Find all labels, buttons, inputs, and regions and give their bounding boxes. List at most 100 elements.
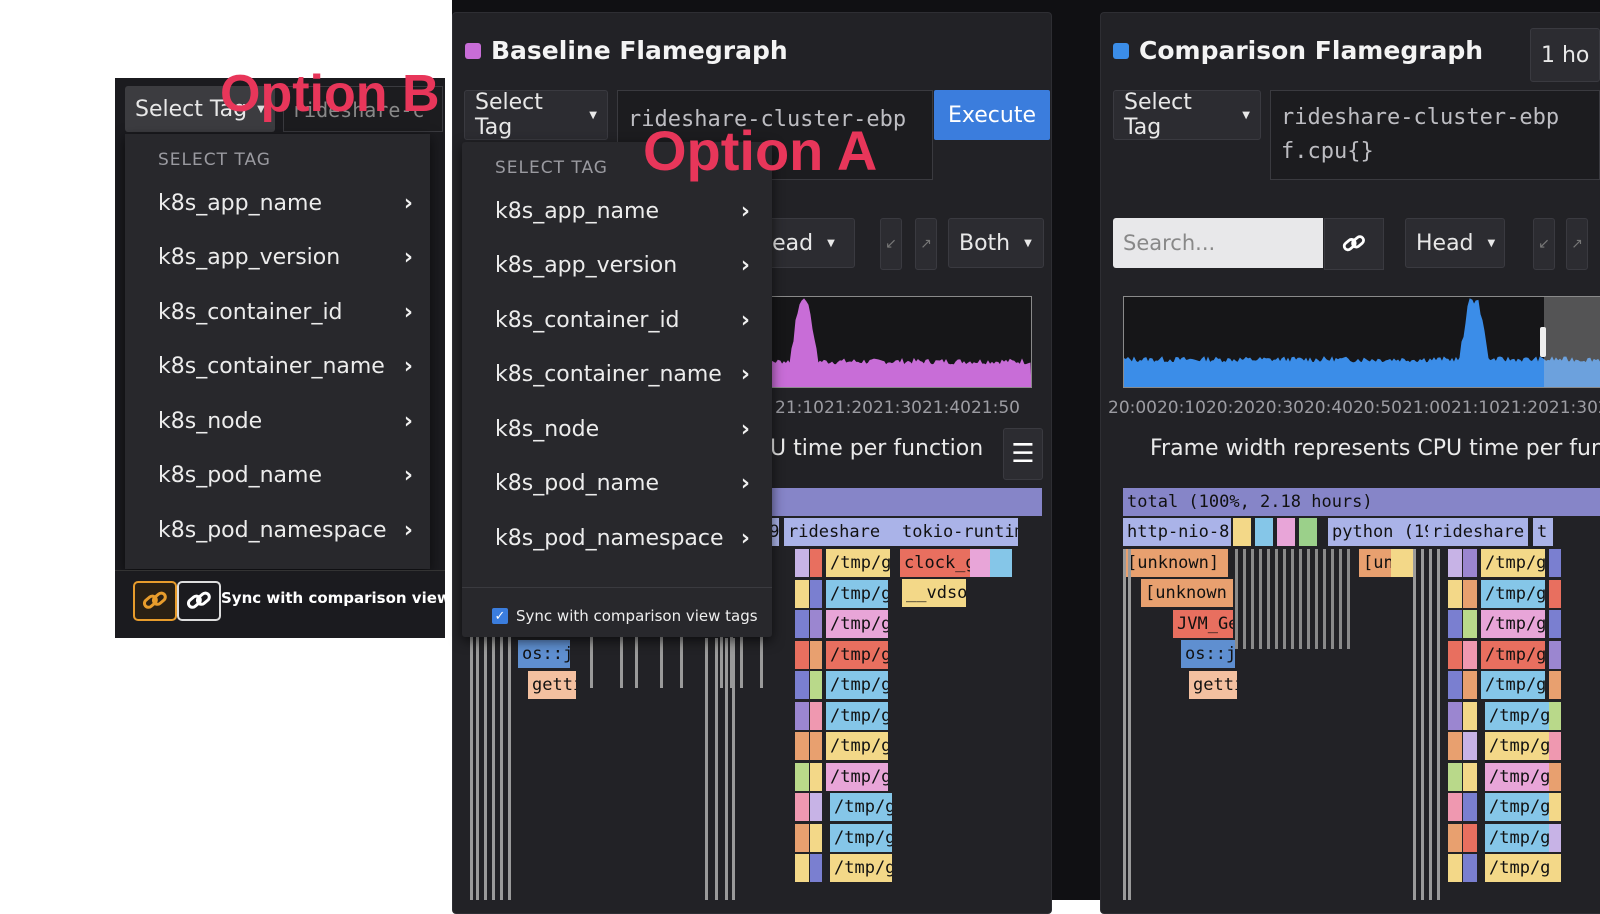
- flame-frame[interactable]: [1463, 610, 1477, 638]
- flame-frame[interactable]: /tmp/g: [830, 823, 892, 852]
- flame-frame[interactable]: [1463, 732, 1477, 760]
- flame-frame[interactable]: [1463, 640, 1477, 669]
- flame-frame[interactable]: [810, 762, 822, 791]
- flame-frame[interactable]: [810, 854, 822, 882]
- flame-frame[interactable]: [1448, 762, 1462, 791]
- flame-total-row[interactable]: total (100%, 2.18 hours): [1123, 488, 1600, 516]
- flame-frame[interactable]: [1549, 793, 1561, 821]
- flame-frame[interactable]: [795, 579, 809, 608]
- flame-frame[interactable]: /tmp/g: [826, 762, 888, 791]
- flame-frame[interactable]: [1448, 610, 1462, 638]
- flame-frame[interactable]: [1463, 823, 1477, 852]
- flame-frame[interactable]: [1448, 549, 1462, 577]
- flame-frame[interactable]: /tmp/g: [830, 854, 892, 882]
- head-dropdown[interactable]: Head ▼: [1405, 218, 1505, 268]
- tag-menu-item-k8s-app-version[interactable]: k8s_app_version ›: [495, 249, 750, 283]
- flame-frame[interactable]: __vdso: [902, 579, 966, 607]
- flame-frame[interactable]: [1448, 793, 1462, 821]
- link-icon[interactable]: [1324, 218, 1384, 270]
- flame-frame[interactable]: [1549, 610, 1561, 638]
- flame-frame[interactable]: [1549, 701, 1561, 730]
- tag-menu-item-k8s-app-name[interactable]: k8s_app_name ›: [158, 186, 413, 220]
- baseline-select-tag-button[interactable]: Select Tag ▼: [464, 90, 608, 140]
- flame-frame[interactable]: [1448, 732, 1462, 760]
- flame-frame[interactable]: /tmp/g: [1485, 793, 1549, 821]
- flame-frame[interactable]: /tmp/go: [1481, 640, 1545, 669]
- flame-frame[interactable]: [810, 701, 822, 730]
- flame-frame[interactable]: [1448, 671, 1462, 699]
- query-input[interactable]: rideshare-c: [283, 86, 443, 132]
- flame-frame[interactable]: [810, 793, 822, 821]
- flame-frame[interactable]: [1549, 854, 1561, 882]
- flame-frame[interactable]: [1448, 701, 1462, 730]
- flame-frame[interactable]: /tmp/g: [1485, 732, 1549, 760]
- flame-frame[interactable]: [1448, 823, 1462, 852]
- link-icon[interactable]: [177, 581, 221, 621]
- flame-frame[interactable]: /tmp/go: [1481, 579, 1545, 608]
- flame-frame[interactable]: [1463, 579, 1477, 608]
- flame-frame[interactable]: /tmp/g: [830, 793, 892, 821]
- flame-frame[interactable]: /tmp/g: [826, 579, 888, 608]
- flame-frame[interactable]: [1463, 854, 1477, 882]
- flame-frame[interactable]: [795, 549, 809, 577]
- flame-frame[interactable]: /tmp/go: [1481, 549, 1545, 577]
- flame-frame[interactable]: tokio-runtim: [898, 518, 1018, 546]
- flame-frame[interactable]: [810, 823, 822, 852]
- flame-frame[interactable]: [1463, 701, 1477, 730]
- flame-frame[interactable]: clock_g: [900, 549, 970, 577]
- flame-frame[interactable]: os::j: [1181, 640, 1235, 668]
- tag-menu-item-k8s-node[interactable]: k8s_node ›: [495, 412, 750, 446]
- flame-frame[interactable]: /tmp/g: [1485, 854, 1549, 882]
- flame-frame[interactable]: [1233, 518, 1251, 546]
- flame-frame[interactable]: [unknown: [1141, 579, 1233, 607]
- search-input[interactable]: Search...: [1113, 218, 1323, 268]
- flame-frame[interactable]: [1448, 854, 1462, 882]
- flame-frame[interactable]: [1549, 671, 1561, 699]
- flame-frame[interactable]: [810, 732, 822, 760]
- flame-frame[interactable]: /tmp/g: [826, 610, 888, 638]
- flame-frame[interactable]: [1549, 823, 1561, 852]
- checkbox-checked-icon[interactable]: ✓: [492, 608, 508, 624]
- sync-checkbox-row[interactable]: ✓ Sync with comparison view tags: [492, 607, 758, 625]
- flame-frame[interactable]: /tmp/g: [826, 732, 888, 760]
- flame-frame[interactable]: [1549, 732, 1561, 760]
- flame-frame[interactable]: /tmp/go: [1481, 610, 1545, 638]
- flame-frame[interactable]: [1549, 640, 1561, 669]
- flame-frame[interactable]: /tmp/g: [1485, 823, 1549, 852]
- flame-frame[interactable]: [1463, 762, 1477, 791]
- tag-menu-item-k8s-container-name[interactable]: k8s_container_name ›: [495, 358, 750, 392]
- link-icon-active[interactable]: [133, 581, 177, 621]
- selection-handle[interactable]: [1540, 327, 1546, 357]
- tag-menu-item-k8s-node[interactable]: k8s_node ›: [158, 404, 413, 438]
- sync-right-button[interactable]: ↗: [1566, 218, 1588, 270]
- sync-left-button[interactable]: ↙: [1533, 218, 1555, 270]
- flame-frame[interactable]: [795, 823, 809, 852]
- tag-menu-item-k8s-app-name[interactable]: k8s_app_name ›: [495, 194, 750, 228]
- flame-frame[interactable]: [un: [1359, 549, 1391, 577]
- execute-button[interactable]: Execute: [934, 90, 1050, 140]
- flame-frame[interactable]: [1463, 793, 1477, 821]
- flame-frame[interactable]: [795, 732, 809, 760]
- flame-frame[interactable]: /tmp/g: [826, 701, 888, 730]
- flame-frame[interactable]: [1448, 640, 1462, 669]
- flame-frame[interactable]: /tmp/go: [1481, 671, 1545, 699]
- flame-frame[interactable]: python (19.: [1328, 518, 1438, 546]
- sync-left-button[interactable]: ↙: [880, 218, 902, 270]
- select-tag-button[interactable]: Select Tag ▼: [125, 86, 275, 132]
- tag-menu-item-k8s-pod-name[interactable]: k8s_pod_name ›: [495, 467, 750, 501]
- tag-menu-item-k8s-app-version[interactable]: k8s_app_version ›: [158, 241, 413, 275]
- flame-frame[interactable]: [795, 671, 809, 699]
- both-dropdown[interactable]: Both ▼: [948, 218, 1044, 268]
- flame-frame[interactable]: [990, 549, 1012, 577]
- selection-overlay[interactable]: [1544, 297, 1600, 387]
- comparison-select-tag-button[interactable]: Select Tag ▼: [1113, 90, 1261, 140]
- flame-frame[interactable]: [810, 579, 822, 608]
- flame-frame[interactable]: [1391, 549, 1413, 577]
- flame-frame[interactable]: getti: [528, 671, 576, 699]
- flame-frame[interactable]: [795, 610, 809, 638]
- flame-frame[interactable]: [795, 640, 809, 669]
- flame-frame[interactable]: rideshare: [1428, 518, 1528, 546]
- flame-frame[interactable]: [1255, 518, 1273, 546]
- hamburger-menu-icon[interactable]: ☰: [1003, 428, 1043, 480]
- flame-frame[interactable]: [810, 671, 822, 699]
